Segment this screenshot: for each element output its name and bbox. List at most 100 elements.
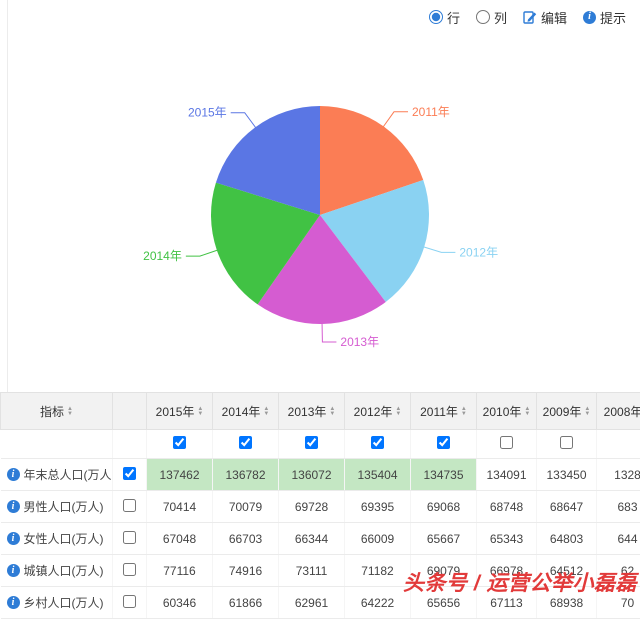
value-cell: 61866 <box>213 587 279 619</box>
col-header-2009年[interactable]: 2009年▲▼ <box>537 393 597 430</box>
value-cell: 133450 <box>537 459 597 491</box>
info-icon[interactable]: i <box>7 532 20 545</box>
pie-label-line <box>423 247 455 253</box>
col-mode-radio-input[interactable] <box>476 10 490 24</box>
value-cell: 66344 <box>279 523 345 555</box>
value-cell: 64803 <box>537 523 597 555</box>
value-cell: 66703 <box>213 523 279 555</box>
column-selector-row <box>1 430 640 459</box>
column-checkbox-2015年[interactable] <box>173 436 186 449</box>
value-cell: 64222 <box>345 587 411 619</box>
value-cell: 69728 <box>279 491 345 523</box>
edit-button[interactable]: 编辑 <box>523 8 567 27</box>
value-cell: 66009 <box>345 523 411 555</box>
sort-icon: ▲▼ <box>67 407 73 417</box>
row-checkbox[interactable] <box>123 595 136 608</box>
value-cell: 135404 <box>345 459 411 491</box>
value-cell: 134091 <box>477 459 537 491</box>
row-checkbox[interactable] <box>123 499 136 512</box>
value-cell: 136782 <box>213 459 279 491</box>
value-cell: 65667 <box>411 523 477 555</box>
pie-label-line <box>231 113 256 128</box>
col-mode-label: 列 <box>494 8 507 27</box>
value-cell: 60346 <box>147 587 213 619</box>
value-cell: 77116 <box>147 555 213 587</box>
col-header-2014年[interactable]: 2014年▲▼ <box>213 393 279 430</box>
value-cell: 62961 <box>279 587 345 619</box>
value-cell: 134735 <box>411 459 477 491</box>
value-cell: 71182 <box>345 555 411 587</box>
col-mode-radio[interactable]: 列 <box>476 8 507 27</box>
value-cell: 69395 <box>345 491 411 523</box>
row-checkbox[interactable] <box>123 467 136 480</box>
value-cell: 1328 <box>597 459 640 491</box>
col-header-2013年[interactable]: 2013年▲▼ <box>279 393 345 430</box>
col-header-2012年[interactable]: 2012年▲▼ <box>345 393 411 430</box>
column-checkbox-2014年[interactable] <box>239 436 252 449</box>
row-checkbox[interactable] <box>123 531 136 544</box>
value-cell: 683 <box>597 491 640 523</box>
chart-toolbar: 行 列 编辑 i 提示 <box>0 0 640 34</box>
value-cell: 73111 <box>279 555 345 587</box>
row-mode-radio-input[interactable] <box>429 10 443 24</box>
value-cell: 65343 <box>477 523 537 555</box>
value-cell: 67048 <box>147 523 213 555</box>
tip-label: 提示 <box>600 8 626 27</box>
table-header-row: 指标▲▼2015年▲▼2014年▲▼2013年▲▼2012年▲▼2011年▲▼2… <box>1 393 640 430</box>
info-icon[interactable]: i <box>7 500 20 513</box>
value-cell: 69068 <box>411 491 477 523</box>
value-cell: 644 <box>597 523 640 555</box>
value-cell: 68647 <box>537 491 597 523</box>
value-cell: 137462 <box>147 459 213 491</box>
sort-icon: ▲▼ <box>524 407 530 417</box>
info-icon[interactable]: i <box>7 468 20 481</box>
col-header-2011年[interactable]: 2011年▲▼ <box>411 393 477 430</box>
pie-label-line <box>322 323 336 342</box>
col-header-2015年[interactable]: 2015年▲▼ <box>147 393 213 430</box>
column-checkbox-2010年[interactable] <box>500 436 513 449</box>
edit-label: 编辑 <box>541 8 567 27</box>
col-header-indicator[interactable]: 指标▲▼ <box>1 393 113 430</box>
tip-button[interactable]: i 提示 <box>583 8 626 27</box>
col-header-checkbox <box>113 393 147 430</box>
pie-label: 2015年 <box>188 106 227 120</box>
sort-icon: ▲▼ <box>461 407 467 417</box>
info-icon: i <box>583 11 596 24</box>
watermark: 头条号 / 运营公举小磊磊 <box>403 567 637 597</box>
info-icon[interactable]: i <box>7 564 20 577</box>
value-cell: 70414 <box>147 491 213 523</box>
pie-label-line <box>383 112 408 127</box>
sort-icon: ▲▼ <box>329 407 335 417</box>
sort-icon: ▲▼ <box>197 407 203 417</box>
value-cell: 68748 <box>477 491 537 523</box>
sort-icon: ▲▼ <box>584 407 590 417</box>
value-cell: 70079 <box>213 491 279 523</box>
edit-icon <box>523 10 537 24</box>
pie-label-line <box>186 250 218 256</box>
pie-label: 2012年 <box>459 245 498 259</box>
column-checkbox-2013年[interactable] <box>305 436 318 449</box>
column-checkbox-2009年[interactable] <box>560 436 573 449</box>
row-mode-label: 行 <box>447 8 460 27</box>
pie-label: 2014年 <box>143 249 182 263</box>
col-header-2008年[interactable]: 2008年▲▼ <box>597 393 640 430</box>
row-checkbox[interactable] <box>123 563 136 576</box>
column-checkbox-2012年[interactable] <box>371 436 384 449</box>
sort-icon: ▲▼ <box>263 407 269 417</box>
row-mode-radio[interactable]: 行 <box>429 8 460 27</box>
info-icon[interactable]: i <box>7 596 20 609</box>
pie-label: 2011年 <box>412 105 450 119</box>
value-cell: 136072 <box>279 459 345 491</box>
col-header-2010年[interactable]: 2010年▲▼ <box>477 393 537 430</box>
value-cell: 74916 <box>213 555 279 587</box>
column-checkbox-2011年[interactable] <box>437 436 450 449</box>
